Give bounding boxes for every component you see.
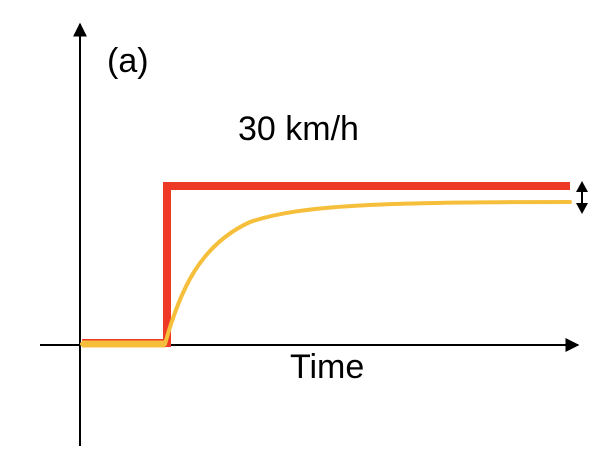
panel-label: (a) — [107, 42, 149, 80]
response-curve — [80, 200, 572, 346]
speed-label: 30 km/h — [238, 110, 359, 148]
double-headed-arrow-icon — [576, 181, 588, 214]
x-axis-label: Time — [290, 348, 365, 386]
